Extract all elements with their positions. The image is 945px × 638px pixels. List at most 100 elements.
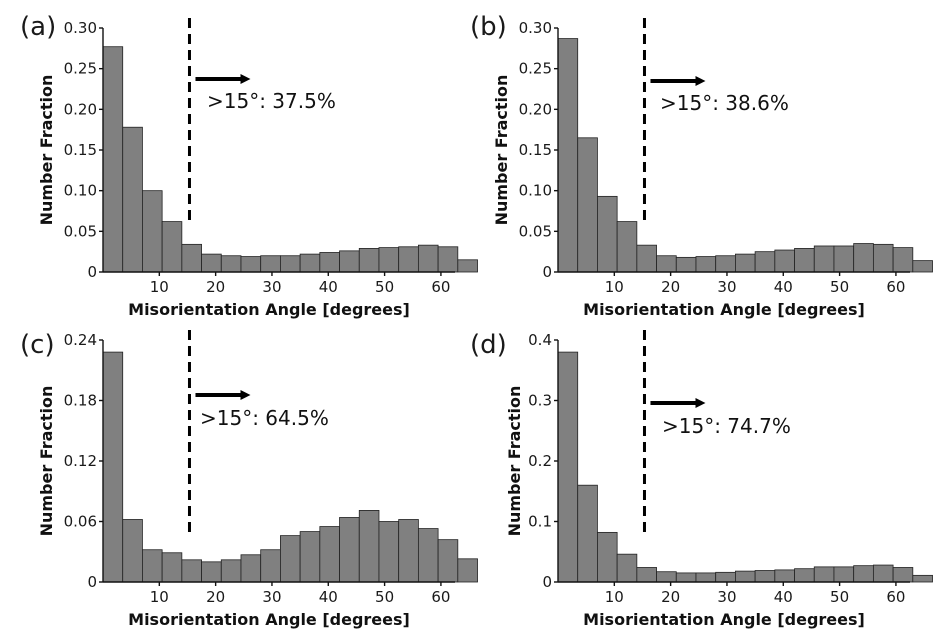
histogram-bar [616,553,638,583]
x-axis-label: Misorientation Angle [degrees] [583,300,865,319]
histogram-panel-c: 0 0.06 0.12 0.18 0.24 10 20 30 40 50 60 >15°: 64.5%… [20,330,478,629]
histogram-bar [872,564,894,583]
y-tick-label: 0.1 [528,513,552,531]
annotation-text: >15°: 38.6% [660,91,789,115]
histogram-bar [240,256,262,273]
histogram-bar [398,519,419,583]
y-tick-label: 0.10 [64,182,97,200]
y-tick-label: 0.05 [64,222,97,240]
histogram-bar [319,526,340,583]
x-axis-label: Misorientation Angle [degrees] [583,610,865,629]
annotation-text: >15°: 74.7% [662,414,791,438]
histogram-bar [813,566,835,583]
histogram-bar [358,248,380,273]
histogram-bar [794,568,815,583]
y-tick-label: 0.2 [528,452,552,470]
y-tick-label: 0.05 [519,222,552,240]
y-tick-label: 0 [542,573,552,591]
histogram-bar [260,549,281,583]
histogram-bar [794,248,815,273]
histogram-bar [142,549,163,583]
histogram-bar [437,246,459,273]
x-tick-label: 30 [717,588,736,606]
histogram-bar [656,255,677,273]
histogram-bar [398,246,419,273]
histogram-bar [577,484,598,583]
histogram-bar [339,517,360,583]
histogram-bar [102,351,124,583]
y-tick-label: 0.25 [519,60,552,78]
histogram-bar [754,251,776,273]
y-axis-label: Number Fraction [37,75,56,226]
histogram-bar [597,531,618,583]
histogram-bar [813,245,835,273]
x-tick-label: 10 [605,278,624,296]
histogram-bar [616,221,638,273]
histogram-bar [892,567,914,583]
y-tick-label: 0.15 [64,141,97,159]
histogram-bar [102,46,124,273]
histogram-bar [636,244,657,273]
y-tick-label: 0.20 [64,100,97,118]
x-tick-label: 50 [375,588,394,606]
histogram-bar [299,253,321,273]
histogram-bar [912,574,933,583]
histogram-bar [457,259,478,273]
x-axis-label: Misorientation Angle [degrees] [128,610,410,629]
histogram-bar [280,535,301,583]
histogram-bar [735,570,756,583]
x-axis-label: Misorientation Angle [degrees] [128,300,410,319]
x-tick-label: 10 [150,588,169,606]
x-tick-label: 50 [830,588,849,606]
y-tick-label: 0 [542,263,552,281]
histogram-bar [853,565,874,583]
histogram-bar [417,528,439,583]
y-tick-label: 0.12 [64,452,97,470]
histogram-bar [675,572,697,583]
panel-label: (a) [20,12,56,42]
histogram-bar [577,137,598,273]
annotation-text: >15°: 37.5% [207,89,336,113]
y-tick-label: 0.06 [64,513,97,531]
histogram-bar [675,256,697,273]
histogram-bar [181,243,202,273]
histogram-bar [457,558,478,583]
histogram-bar [122,126,143,273]
x-tick-label: 60 [886,278,905,296]
histogram-bar [695,256,717,273]
histogram-bar [774,569,795,583]
x-tick-label: 40 [774,588,793,606]
y-tick-label: 0.15 [519,141,552,159]
y-tick-label: 0.18 [64,392,97,410]
y-tick-label: 0.24 [64,331,97,349]
histogram-bar [636,567,657,583]
x-tick-label: 10 [605,588,624,606]
histogram-bar [142,190,163,273]
histogram-bar [695,572,717,583]
x-tick-label: 60 [431,278,450,296]
histogram-bar [853,243,874,273]
x-tick-label: 10 [150,278,169,296]
histogram-bar [417,244,439,273]
y-tick-label: 0 [87,263,97,281]
y-tick-label: 0.30 [64,19,97,37]
y-axis-label: Number Fraction [505,386,524,537]
x-tick-label: 60 [886,588,905,606]
histogram-bar [161,552,183,583]
x-tick-label: 20 [661,278,680,296]
x-tick-label: 20 [206,588,225,606]
x-tick-label: 30 [262,278,281,296]
histogram-bar [181,559,202,583]
y-tick-label: 0.3 [528,392,552,410]
x-tick-label: 60 [431,588,450,606]
histogram-bar [280,255,301,273]
histogram-bar [715,255,736,273]
histogram-panel-d: 0 0.1 0.2 0.3 0.4 10 20 30 40 50 60 >15°: 74.7% (d) M… [470,330,933,629]
y-axis-label: Number Fraction [492,75,511,226]
panel-label: (d) [470,330,507,360]
y-axis-label: Number Fraction [37,386,56,537]
histogram-bar [833,245,855,273]
histogram-bar [161,221,183,273]
x-tick-label: 20 [206,278,225,296]
histogram-bar [892,247,914,273]
